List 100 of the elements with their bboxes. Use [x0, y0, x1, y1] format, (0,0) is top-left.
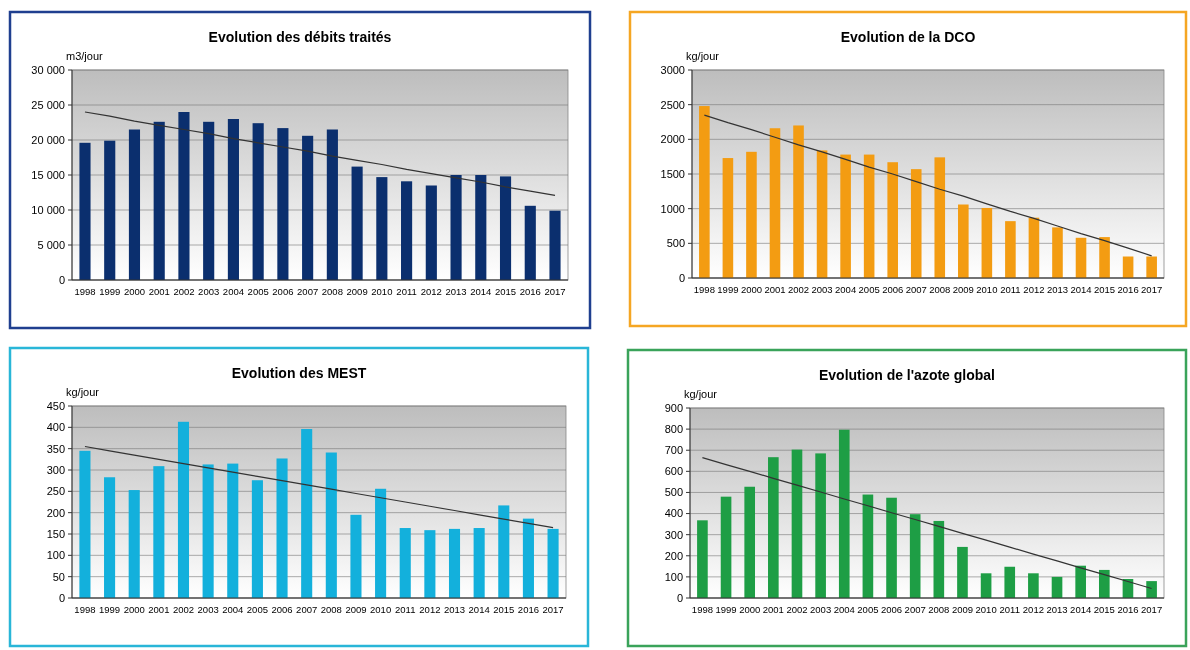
- y-tick-label: 10 000: [31, 203, 65, 216]
- chart-title: Evolution de l'azote global: [818, 367, 996, 383]
- bar: [1004, 566, 1016, 598]
- bar: [980, 573, 992, 598]
- x-tick-label: 2016: [1117, 604, 1139, 615]
- bar: [863, 154, 875, 278]
- x-tick-label: 2000: [739, 604, 761, 615]
- bar: [549, 210, 561, 280]
- x-tick-label: 2005: [858, 284, 880, 295]
- y-tick-label: 500: [664, 486, 683, 499]
- bar: [326, 129, 338, 280]
- bar: [351, 166, 363, 280]
- chart-title: Evolution des débits traités: [208, 29, 392, 45]
- bar: [722, 158, 734, 278]
- x-tick-label: 2008: [321, 286, 343, 297]
- y-tick-label: 0: [678, 271, 685, 284]
- x-tick-label: 1999: [99, 604, 121, 615]
- x-tick-label: 2011: [999, 604, 1020, 615]
- y-tick-label: 20 000: [31, 133, 65, 146]
- y-tick-label: 200: [664, 549, 683, 562]
- bar: [128, 129, 141, 280]
- bar: [498, 505, 510, 598]
- bar: [1098, 569, 1110, 598]
- y-tick-label: 200: [46, 506, 65, 519]
- x-tick-label: 2015: [494, 286, 517, 297]
- x-tick-label: 2012: [419, 604, 441, 615]
- y-tick-label: 30 000: [31, 63, 65, 76]
- x-tick-label: 2002: [786, 604, 808, 615]
- bar: [450, 175, 462, 280]
- bar: [178, 112, 190, 280]
- y-tick-label: 450: [46, 399, 65, 412]
- x-tick-label: 2007: [905, 284, 927, 295]
- bar: [401, 181, 413, 280]
- x-tick-label: 2011: [1000, 284, 1021, 295]
- x-tick-label: 2002: [173, 286, 195, 297]
- bar: [104, 477, 116, 598]
- x-tick-label: 2007: [297, 286, 319, 297]
- bar: [838, 429, 850, 598]
- x-tick-label: 1999: [99, 286, 121, 297]
- y-tick-label: 600: [664, 465, 683, 478]
- x-tick-label: 2017: [1141, 604, 1163, 615]
- bar: [699, 106, 710, 278]
- x-tick-label: 2016: [519, 286, 541, 297]
- bar: [769, 128, 781, 278]
- y-axis-title: kg/jour: [66, 386, 100, 398]
- bar: [547, 528, 559, 598]
- x-tick-label: 2004: [222, 286, 244, 297]
- bar: [1052, 227, 1063, 278]
- y-tick-label: 0: [58, 591, 65, 604]
- x-tick-label: 2011: [395, 604, 416, 615]
- x-tick-label: 2002: [172, 604, 195, 615]
- bar: [128, 490, 140, 598]
- y-tick-label: 25 000: [31, 98, 65, 111]
- x-tick-label: 2009: [951, 604, 974, 615]
- bar: [815, 453, 826, 598]
- bar: [958, 204, 969, 278]
- x-tick-label: 2001: [764, 284, 786, 295]
- y-tick-label: 100: [664, 570, 683, 583]
- y-axis-title: kg/jour: [686, 50, 720, 62]
- y-tick-label: 300: [46, 463, 65, 476]
- x-tick-label: 2004: [835, 284, 857, 295]
- x-tick-label: 2008: [320, 604, 342, 615]
- bar: [768, 457, 779, 598]
- bar: [957, 546, 968, 598]
- bar: [1099, 237, 1110, 278]
- bar: [375, 488, 387, 598]
- x-tick-label: 2011: [396, 286, 417, 297]
- y-tick-label: 300: [664, 528, 683, 541]
- x-tick-label: 2007: [296, 604, 318, 615]
- y-tick-label: 2000: [660, 133, 685, 146]
- y-tick-label: 0: [58, 273, 65, 286]
- x-tick-label: 2005: [247, 286, 269, 297]
- bar: [251, 480, 263, 598]
- chart-title: Evolution des MEST: [231, 365, 367, 381]
- x-tick-label: 2009: [346, 286, 368, 297]
- x-tick-label: 2017: [1141, 284, 1163, 295]
- bar: [276, 458, 288, 598]
- y-tick-label: 2500: [660, 98, 685, 111]
- bar: [104, 140, 116, 280]
- y-axis-title: kg/jour: [684, 388, 718, 400]
- x-tick-label: 2009: [345, 604, 367, 615]
- y-tick-label: 5 000: [37, 238, 65, 251]
- y-tick-label: 1000: [660, 202, 685, 215]
- x-tick-label: 1998: [693, 284, 715, 295]
- bar: [793, 125, 804, 278]
- x-tick-label: 2005: [857, 604, 879, 615]
- x-tick-label: 2006: [882, 284, 904, 295]
- bar: [350, 514, 362, 598]
- bar: [1146, 581, 1157, 598]
- x-tick-label: 2000: [740, 284, 763, 295]
- bar: [1005, 221, 1016, 278]
- bar: [153, 466, 165, 598]
- x-tick-label: 2012: [420, 286, 442, 297]
- x-tick-label: 2016: [1117, 284, 1139, 295]
- x-tick-label: 2013: [1046, 284, 1069, 295]
- x-tick-label: 2014: [468, 604, 490, 615]
- y-tick-label: 900: [664, 401, 683, 414]
- bar: [981, 207, 993, 278]
- bar: [933, 520, 945, 598]
- x-tick-label: 2013: [445, 286, 467, 297]
